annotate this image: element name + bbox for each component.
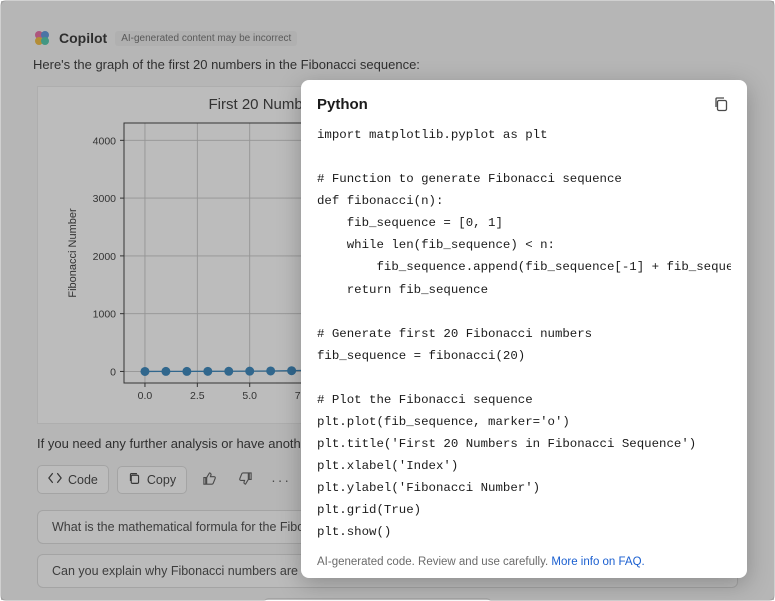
thumbs-up-button[interactable] xyxy=(195,466,223,494)
thumbs-up-icon xyxy=(202,471,217,489)
code-button[interactable]: Code xyxy=(37,465,109,494)
svg-text:4000: 4000 xyxy=(93,135,117,147)
svg-text:1000: 1000 xyxy=(93,309,117,321)
copy-icon xyxy=(713,96,729,112)
code-icon xyxy=(48,471,62,488)
header: Copilot AI-generated content may be inco… xyxy=(33,29,742,47)
ellipsis-icon: ··· xyxy=(271,472,291,488)
copy-code-button[interactable] xyxy=(711,94,731,114)
thumbs-down-button[interactable] xyxy=(231,466,259,494)
code-footer: AI-generated code. Review and use carefu… xyxy=(317,550,731,568)
svg-text:Fibonacci Number: Fibonacci Number xyxy=(67,208,79,298)
svg-text:2.5: 2.5 xyxy=(190,390,205,402)
code-body[interactable]: import matplotlib.pyplot as plt # Functi… xyxy=(317,124,731,550)
faq-link[interactable]: More info on FAQ. xyxy=(551,556,644,568)
svg-text:0.0: 0.0 xyxy=(138,390,153,402)
copy-button[interactable]: Copy xyxy=(117,466,187,494)
code-button-label: Code xyxy=(68,473,98,487)
more-button[interactable]: ··· xyxy=(267,466,295,494)
svg-text:0: 0 xyxy=(110,366,116,378)
copy-button-label: Copy xyxy=(147,473,176,487)
svg-text:5.0: 5.0 xyxy=(242,390,257,402)
thumbs-down-icon xyxy=(238,471,253,489)
app-title: Copilot xyxy=(59,30,107,46)
ai-disclaimer-badge: AI-generated content may be incorrect xyxy=(115,31,297,46)
copy-icon xyxy=(128,472,141,488)
copilot-logo-icon xyxy=(33,29,51,47)
svg-text:2000: 2000 xyxy=(93,251,117,263)
code-popover: Python import matplotlib.pyplot as plt #… xyxy=(301,80,747,578)
svg-text:3000: 3000 xyxy=(93,193,117,205)
code-popover-header: Python xyxy=(317,94,731,114)
code-footer-text: AI-generated code. Review and use carefu… xyxy=(317,556,551,568)
intro-text: Here's the graph of the first 20 numbers… xyxy=(33,57,742,72)
code-language-label: Python xyxy=(317,96,368,113)
